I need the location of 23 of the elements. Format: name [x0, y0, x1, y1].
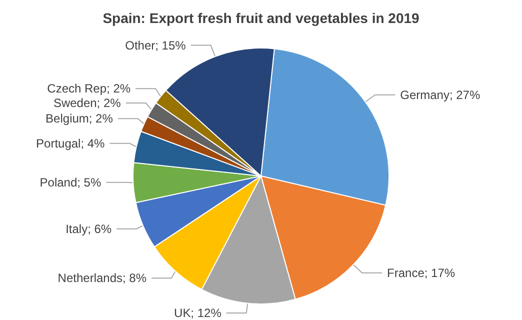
slice-label: Other	[125, 38, 156, 52]
chart-title: Spain: Export fresh fruit and vegetables in 2019	[102, 10, 420, 26]
slice-label: Belgium	[46, 112, 89, 126]
data-label: ; 17%	[424, 266, 456, 280]
slice-label: Portugal	[36, 136, 81, 150]
data-label: ; 2%	[96, 96, 122, 110]
data-label: ; 8%	[122, 271, 147, 286]
data-label: ; 6%	[88, 222, 112, 236]
data-label: ; 4%	[80, 136, 106, 150]
data-label: ; 5%	[77, 175, 102, 190]
slice-label: Germany	[400, 88, 450, 102]
slice-label: UK	[174, 306, 191, 320]
data-label: ; 12%	[190, 306, 222, 320]
slice-label: Poland	[40, 175, 78, 190]
slice-label: Italy	[66, 222, 88, 236]
data-label: ; 27%	[449, 88, 480, 102]
slice-label: Netherlands	[58, 271, 123, 286]
slice-label: Czech Rep	[47, 82, 107, 96]
slice-label: France	[387, 266, 425, 280]
data-label: ; 2%	[106, 82, 131, 96]
data-label: ; 15%	[155, 38, 186, 52]
data-label: ; 2%	[88, 112, 114, 126]
slice-label: Sweden	[53, 96, 97, 110]
